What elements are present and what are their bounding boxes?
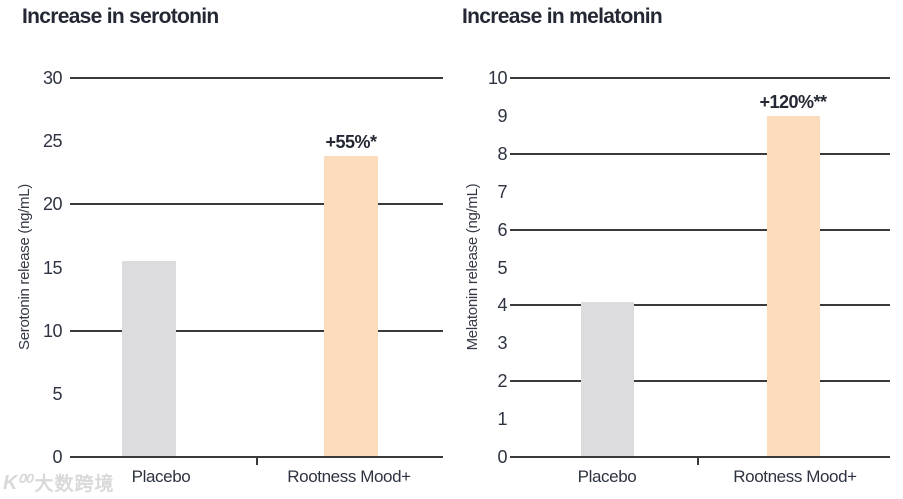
y-tick-label-30: 30 (42, 68, 63, 88)
x-axis-tick (697, 458, 699, 465)
y-tick-label-6: 6 (497, 219, 507, 240)
y-tick-label-20: 20 (42, 194, 63, 215)
y-tick-label-15: 15 (42, 257, 63, 278)
x-axis-tick (256, 458, 258, 465)
watermark-logo-icon: K⁰⁰ (3, 472, 32, 494)
gridline-20 (70, 203, 443, 206)
bar-rootness-mood- (766, 115, 820, 458)
bar-placebo (580, 301, 634, 458)
gridline-8 (510, 152, 890, 155)
gridline-2 (510, 380, 890, 383)
x-category-label: Placebo (577, 467, 637, 486)
gridline-6 (510, 228, 890, 231)
y-tick-label-25: 25 (42, 131, 63, 152)
y-tick-label-7: 7 (497, 181, 507, 202)
chart-title-melatonin: Increase in melatonin (462, 5, 663, 28)
bar-placebo (122, 261, 176, 458)
y-tick-label-9: 9 (497, 105, 507, 126)
y-tick-label-3: 3 (497, 333, 507, 354)
x-category-label: Rootness Mood+ (733, 467, 857, 486)
y-tick-label-4: 4 (497, 295, 507, 316)
x-axis-line (70, 456, 443, 458)
x-axis-line (510, 456, 890, 458)
gridline-10 (70, 329, 443, 332)
y-tick-label-5: 5 (52, 383, 62, 404)
gridline-10 (510, 77, 890, 79)
watermark: K⁰⁰ 大数跨境 (3, 469, 115, 496)
y-tick-label-2: 2 (497, 371, 507, 392)
y-tick-label-10: 10 (487, 68, 508, 88)
y-tick-label-0: 0 (497, 447, 507, 467)
gridline-4 (510, 304, 890, 307)
gridline-30 (70, 77, 443, 79)
y-tick-label-5: 5 (497, 257, 507, 278)
y-axis-title-serotonin: Serotonin release (ng/mL) (16, 184, 33, 350)
y-tick-label-8: 8 (497, 143, 507, 164)
bar-annotation: +55%* (325, 132, 377, 153)
y-axis-title-melatonin: Melatonin release (ng/mL) (464, 183, 481, 351)
bar-rootness-mood- (324, 156, 378, 458)
watermark-site-name: 大数跨境 (34, 474, 115, 495)
y-tick-label-0: 0 (52, 447, 62, 467)
y-tick-label-1: 1 (497, 409, 507, 430)
y-tick-label-10: 10 (42, 320, 63, 341)
chart-title-serotonin: Increase in serotonin (22, 5, 219, 28)
x-category-label: Rootness Mood+ (287, 467, 411, 486)
bar-annotation: +120%** (759, 91, 827, 112)
